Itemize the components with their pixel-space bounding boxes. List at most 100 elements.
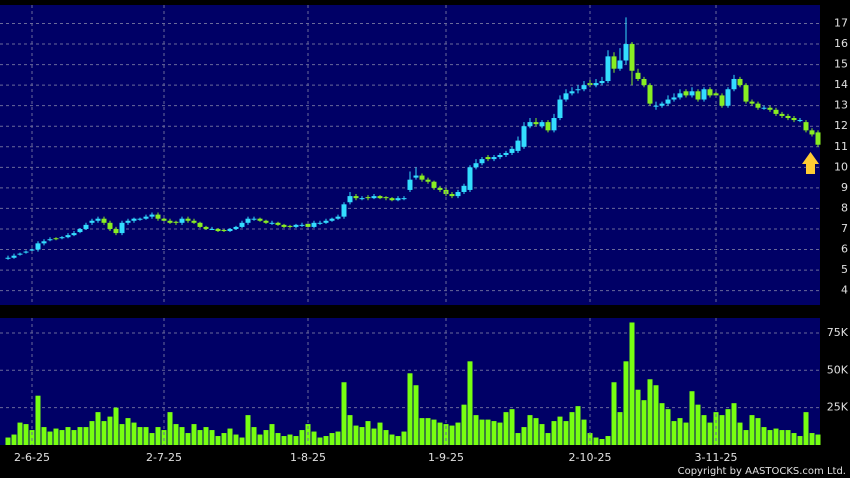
candle-body: [713, 93, 719, 96]
volume-bar: [365, 421, 371, 445]
volume-bar: [29, 430, 35, 445]
candle-body: [5, 257, 11, 259]
candle-body: [59, 237, 65, 239]
candle-body: [485, 157, 491, 160]
volume-bar: [491, 421, 497, 445]
candle-body: [737, 78, 743, 86]
candle-body: [563, 93, 569, 100]
candle-body: [161, 218, 167, 221]
candle-body: [641, 78, 647, 86]
volume-bar: [779, 430, 785, 445]
volume-bar: [95, 412, 101, 445]
volume-bar: [41, 427, 47, 445]
volume-bar: [677, 418, 683, 445]
candle-body: [575, 89, 581, 91]
candle-body: [227, 228, 233, 232]
candle-body: [293, 224, 299, 227]
candle-body: [599, 81, 605, 84]
candle-body: [521, 126, 527, 147]
volume-bar: [275, 433, 281, 445]
volume-bar: [227, 428, 233, 445]
volume-bar: [59, 430, 65, 445]
volume-bar: [707, 422, 713, 445]
volume-bar: [353, 425, 359, 445]
candle-body: [245, 218, 251, 223]
x-tick-label: 1-8-25: [290, 451, 326, 464]
candle-body: [605, 56, 611, 82]
x-tick-label: 2-7-25: [146, 451, 182, 464]
candle-body: [71, 233, 77, 236]
volume-bar: [11, 434, 17, 445]
volume-bar: [101, 421, 107, 445]
candle-body: [773, 109, 779, 114]
candle-body: [515, 140, 521, 151]
candle-body: [797, 120, 803, 122]
x-tick-label: 2-6-25: [14, 451, 50, 464]
volume-bar: [215, 436, 221, 445]
candle-body: [449, 194, 455, 197]
volume-bar: [485, 419, 491, 445]
candle-body: [809, 130, 815, 135]
volume-bar: [509, 409, 515, 445]
candle-body: [533, 122, 539, 125]
candle-body: [611, 56, 617, 69]
candle-body: [557, 99, 563, 119]
volume-bar: [149, 433, 155, 445]
volume-bar: [167, 412, 173, 445]
volume-bar: [815, 434, 821, 445]
candle-body: [101, 218, 107, 223]
candle-body: [629, 44, 635, 71]
candle-body: [569, 91, 575, 94]
volume-bar: [359, 427, 365, 445]
volume-bar: [257, 434, 263, 445]
y-tick-label: 50K: [827, 363, 849, 376]
candle-body: [317, 222, 323, 224]
candle-body: [647, 85, 653, 104]
volume-bar: [77, 427, 83, 445]
candle-body: [209, 228, 215, 230]
candle-body: [311, 222, 317, 227]
candle-body: [185, 218, 191, 221]
candle-body: [791, 118, 797, 121]
y-tick-label: 8: [841, 201, 848, 214]
volume-bar: [515, 433, 521, 445]
volume-bar: [125, 418, 131, 445]
volume-bar: [455, 422, 461, 445]
candle-body: [83, 224, 89, 229]
volume-bar: [755, 418, 761, 445]
volume-bar: [239, 437, 245, 445]
volume-bar: [347, 415, 353, 445]
volume-bar: [635, 389, 641, 445]
volume-bar: [185, 433, 191, 445]
candle-body: [479, 159, 485, 164]
candle-body: [119, 222, 125, 234]
candle-body: [419, 175, 425, 180]
candle-body: [701, 89, 707, 100]
candle-body: [473, 163, 479, 168]
candle-body: [761, 107, 767, 109]
volume-bar: [557, 416, 563, 445]
candle-body: [167, 220, 173, 223]
candle-body: [125, 220, 131, 223]
candle-body: [665, 99, 671, 104]
volume-bar: [47, 431, 53, 445]
volume-bar: [725, 409, 731, 445]
candle-body: [551, 118, 557, 131]
volume-bar: [5, 437, 11, 445]
volume-bar: [791, 433, 797, 445]
volume-bar: [761, 427, 767, 445]
volume-bar: [329, 433, 335, 445]
volume-bar: [449, 425, 455, 445]
volume-bar: [719, 415, 725, 445]
candle-body: [635, 72, 641, 79]
candle-body: [581, 85, 587, 90]
y-tick-label: 17: [834, 16, 848, 29]
candle-body: [155, 214, 161, 219]
volume-bar: [299, 430, 305, 445]
volume-bar: [413, 385, 419, 445]
candle-body: [275, 222, 281, 225]
candle-body: [497, 155, 503, 158]
candle-body: [671, 97, 677, 100]
candle-body: [659, 103, 665, 106]
copyright: Copyright by AASTOCKS.com Ltd.: [678, 466, 846, 477]
